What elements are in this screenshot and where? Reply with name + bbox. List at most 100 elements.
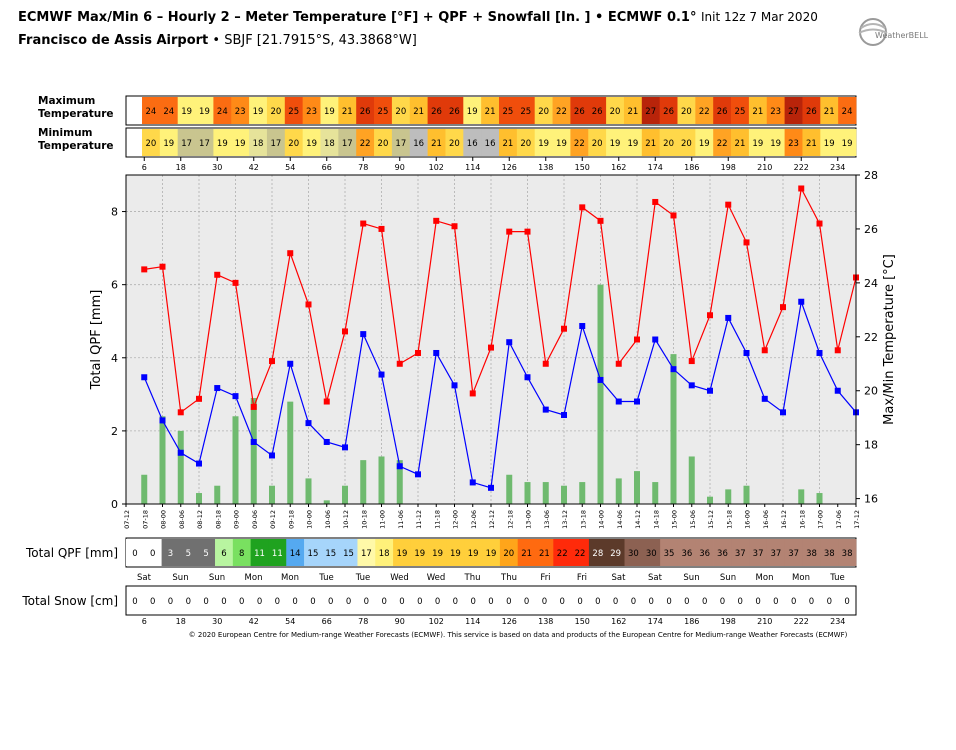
x-tick-label: 11-00 [379, 510, 387, 529]
day-label: Wed [427, 573, 446, 583]
qpf-cell [446, 539, 465, 566]
max-temp-point [323, 398, 330, 405]
qpf-cell-value: 8 [239, 549, 244, 559]
min-temp-point [761, 395, 768, 402]
max-temp-point [378, 225, 385, 232]
top-tick-label: 126 [502, 163, 517, 172]
max-temp-row-cell [231, 97, 250, 124]
bottom-tick-label: 210 [757, 617, 772, 626]
snow-cell-value: 0 [791, 597, 796, 607]
top-tick-label: 102 [429, 163, 444, 172]
max-temp-row-cell [391, 97, 411, 124]
x-tick-label: 10-06 [324, 510, 332, 529]
snow-cell-value: 0 [773, 597, 778, 607]
qpf-cell-value: 37 [788, 549, 799, 559]
qpf-cell [535, 539, 554, 566]
qpf-cell-value: 20 [503, 549, 514, 559]
min-temp-row-value: 17 [270, 139, 281, 149]
max-temp-row-value: 25 [503, 107, 514, 117]
x-tick-label: 11-06 [397, 510, 405, 529]
y-right-tick-label: 24 [864, 277, 878, 290]
min-temp-row-value: 20 [681, 139, 692, 149]
day-label: Thu [464, 573, 481, 583]
max-temp-point [579, 204, 586, 211]
min-temp-point [433, 349, 440, 356]
qpf-cell [713, 539, 732, 566]
min-temp-row-value: 21 [645, 139, 656, 149]
top-tick-label: 114 [465, 163, 480, 172]
max-temp-row-cell [838, 97, 857, 124]
max-temp-row-cell [213, 97, 232, 124]
min-temp-row-cell [820, 129, 839, 156]
qpf-cell-value: 11 [254, 549, 265, 559]
qpf-cell [321, 539, 341, 566]
x-tick-label: 17-00 [817, 510, 825, 529]
title-text: ECMWF Max/Min 6 – Hourly 2 – Meter Tempe… [18, 10, 697, 25]
min-temp-row-value: 17 [181, 139, 192, 149]
qpf-cell [410, 539, 430, 566]
x-tick-label: 13-06 [543, 510, 551, 529]
x-tick-label: 09-18 [287, 510, 295, 529]
bottom-tick-label: 66 [322, 617, 332, 626]
min-temp-point [287, 360, 294, 367]
min-temp-row-value: 19 [824, 139, 835, 149]
min-temp-row-value: 20 [288, 139, 299, 149]
snow-cell-value: 0 [453, 597, 458, 607]
qpf-cell [197, 539, 216, 566]
x-tick-label: 09-12 [269, 510, 277, 529]
top-tick-label: 18 [176, 163, 186, 172]
max-temp-row-value: 25 [378, 107, 389, 117]
max-temp-row-value: 21 [485, 107, 496, 117]
day-label: Sun [209, 573, 225, 583]
qpf-bar [305, 478, 312, 504]
x-tick-label: 12-18 [506, 510, 514, 529]
max-temp-point [597, 217, 604, 224]
qpf-cell [126, 539, 145, 566]
qpf-cell [820, 539, 839, 566]
qpf-cell [375, 539, 394, 566]
max-temp-row-cell [516, 97, 536, 124]
bottom-tick-label: 30 [212, 617, 222, 626]
day-label: Mon [792, 573, 810, 583]
qpf-cell-value: 19 [432, 549, 443, 559]
qpf-bar [561, 485, 567, 504]
snow-cell-value: 0 [203, 597, 208, 607]
qpf-cell-value: 19 [414, 549, 425, 559]
qpf-cell-value: 36 [717, 549, 728, 559]
min-temp-row-value: 19 [699, 139, 710, 149]
qpf-row-label: Total QPF [mm] [25, 546, 118, 560]
max-temp-point [816, 220, 823, 227]
qpf-bar [798, 489, 805, 504]
max-temp-row-cell [195, 97, 214, 124]
snow-cell-value: 0 [809, 597, 814, 607]
x-tick-label: 14-00 [598, 510, 606, 529]
qpf-bar [670, 354, 677, 504]
qpf-cell [802, 539, 821, 566]
min-temp-point [834, 387, 841, 394]
max-temp-row-value: 23 [770, 107, 781, 117]
qpf-cell [624, 539, 643, 566]
max-temp-point [707, 312, 713, 319]
max-temp-row-cell [499, 97, 518, 124]
qpf-cell-value: 11 [272, 549, 283, 559]
min-temp-row-value: 20 [146, 139, 157, 149]
day-label: Mon [245, 573, 263, 583]
max-temp-point [214, 271, 221, 278]
min-temp-row-cell [784, 129, 803, 156]
min-temp-row-value: 19 [610, 139, 621, 149]
bottom-tick-label: 90 [395, 617, 405, 626]
max-temp-row-cell [249, 97, 268, 124]
min-temp-row-cell [374, 129, 393, 156]
min-temp-point [524, 374, 531, 381]
min-temp-point [634, 398, 640, 405]
min-temp-row-cell [802, 129, 821, 156]
min-temp-row-cell [516, 129, 536, 156]
svg-text:WeatherBELL: WeatherBELL [875, 31, 929, 40]
max-temp-row-value: 25 [520, 107, 531, 117]
qpf-cell [232, 539, 252, 566]
max-temp-point [269, 358, 275, 365]
snow-cell-value: 0 [364, 597, 369, 607]
snow-cell-value: 0 [328, 597, 333, 607]
max-temp-point [451, 223, 458, 230]
day-label: Sat [648, 573, 663, 583]
